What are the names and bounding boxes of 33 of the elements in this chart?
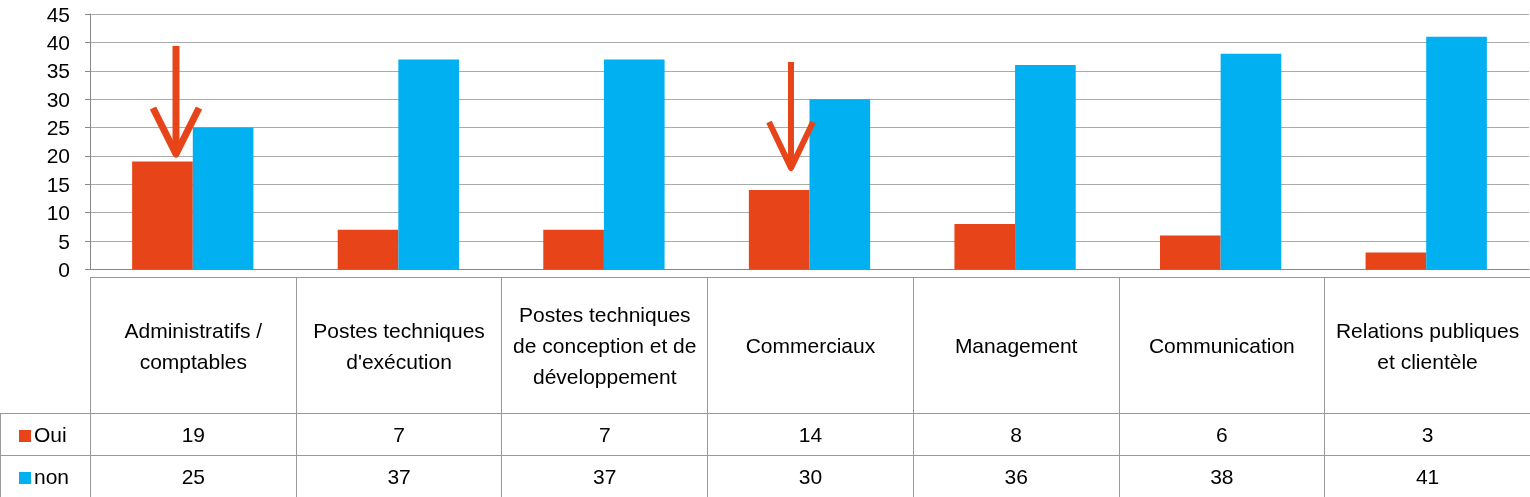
data-label: 25 [90, 455, 297, 497]
data-label: 37 [501, 455, 708, 497]
data-label: 36 [913, 455, 1120, 497]
x-tick-label: Management [913, 277, 1120, 414]
data-label: 30 [707, 455, 914, 497]
y-tick-label: 0 [58, 258, 70, 281]
x-tick-label: Relations publiques et clientèle [1324, 277, 1530, 414]
legend-label: non [0, 455, 91, 497]
y-tick-label: 25 [46, 116, 70, 140]
y-tick-label: 45 [46, 2, 70, 26]
data-label: 8 [913, 413, 1120, 456]
data-label: 7 [296, 413, 502, 456]
data-label: 6 [1119, 413, 1325, 456]
legend-label: Oui [0, 413, 91, 456]
data-label: 14 [707, 413, 914, 456]
data-label: 19 [90, 413, 297, 456]
y-tick-label: 30 [46, 87, 70, 111]
x-tick-label: Postes techniques d'exécution [296, 277, 502, 414]
x-tick-label: Postes techniques de conception et de développement [501, 277, 708, 414]
x-tick-label: Communication [1119, 277, 1325, 414]
x-tick-label: Commerciaux [707, 277, 914, 414]
data-label: 41 [1324, 455, 1530, 497]
data-label: 3 [1324, 413, 1530, 456]
y-tick-label: 40 [46, 30, 70, 54]
data-label: 7 [501, 413, 708, 456]
y-tick-label: 15 [46, 172, 70, 196]
data-label: 38 [1119, 455, 1325, 497]
y-tick-label: 10 [46, 201, 70, 225]
x-tick-label: Administratifs / comptables [90, 277, 297, 414]
y-tick-label: 35 [46, 59, 70, 83]
data-label: 37 [296, 455, 502, 497]
y-tick-label: 20 [46, 144, 70, 168]
y-tick-label: 5 [58, 229, 70, 253]
